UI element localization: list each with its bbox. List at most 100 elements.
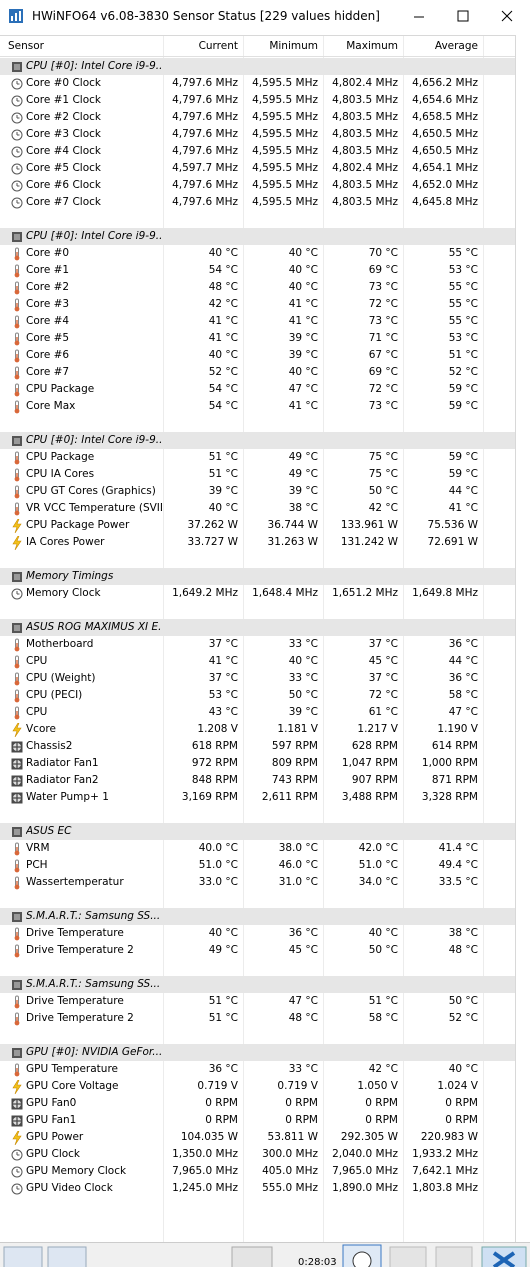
sensor-name: VRM bbox=[26, 842, 50, 854]
sensor-value: 41 °C bbox=[208, 315, 238, 327]
sensor-name: Core #0 bbox=[26, 247, 70, 259]
sensor-icon bbox=[14, 502, 20, 516]
sensor-value: 42 °C bbox=[368, 1063, 398, 1075]
sensor-icon bbox=[12, 1080, 22, 1094]
sensor-value: 39 °C bbox=[208, 485, 238, 497]
sensor-icon bbox=[11, 78, 23, 90]
sensor-value: 1,648.4 MHz bbox=[252, 587, 318, 599]
sensor-value: 40 °C bbox=[368, 927, 398, 939]
sensor-icon bbox=[11, 197, 23, 209]
sensor-value: 405.0 MHz bbox=[262, 1165, 318, 1177]
sensor-icon bbox=[11, 1115, 23, 1127]
sensor-value: 4,654.1 MHz bbox=[412, 162, 478, 174]
sensor-icon bbox=[12, 519, 22, 533]
sensor-value: 131.242 W bbox=[340, 536, 398, 548]
sensor-name: Core #4 bbox=[26, 315, 70, 327]
sensor-value: 40 °C bbox=[288, 281, 318, 293]
sensor-value: 49.4 °C bbox=[438, 859, 478, 871]
sensor-value: 53 °C bbox=[208, 689, 238, 701]
sensor-value: 39 °C bbox=[288, 706, 318, 718]
sensor-value: 51 °C bbox=[208, 451, 238, 463]
sensor-value: 69 °C bbox=[368, 366, 398, 378]
sensor-value: 45 °C bbox=[288, 944, 318, 956]
sensor-value: 51 °C bbox=[448, 349, 478, 361]
sensor-value: 51 °C bbox=[208, 468, 238, 480]
sensor-value: 52 °C bbox=[448, 366, 478, 378]
column-separator bbox=[323, 36, 324, 1242]
sensor-value: 4,595.5 MHz bbox=[252, 94, 318, 106]
sensor-icon bbox=[11, 1149, 23, 1161]
group-header bbox=[0, 619, 515, 636]
sensor-value: 73 °C bbox=[368, 315, 398, 327]
sensor-value: 809 RPM bbox=[271, 757, 318, 769]
sensor-icon bbox=[14, 451, 20, 465]
sensor-value: 39 °C bbox=[288, 485, 318, 497]
sensor-value: 4,797.6 MHz bbox=[172, 145, 238, 157]
sensor-value: 2,611 RPM bbox=[261, 791, 318, 803]
sensor-value: 58 °C bbox=[368, 1012, 398, 1024]
sensor-value: 628 RPM bbox=[351, 740, 398, 752]
sensor-name: GPU Fan0 bbox=[26, 1097, 77, 1109]
sensor-value: 0 RPM bbox=[365, 1097, 398, 1109]
sensor-name: Drive Temperature bbox=[26, 995, 124, 1007]
toolbar-time: 0:28:03 bbox=[298, 1257, 337, 1267]
sensor-value: 3,169 RPM bbox=[181, 791, 238, 803]
sensor-value: 34.0 °C bbox=[358, 876, 398, 888]
sensor-icon bbox=[14, 264, 20, 278]
sensor-value: 1,803.8 MHz bbox=[412, 1182, 478, 1194]
sensor-value: 972 RPM bbox=[191, 757, 238, 769]
sensor-value: 4,803.5 MHz bbox=[332, 128, 398, 140]
sensor-value: 4,654.6 MHz bbox=[412, 94, 478, 106]
sensor-value: 4,797.6 MHz bbox=[172, 77, 238, 89]
column-separator bbox=[163, 36, 164, 1242]
sensor-name: CPU Package bbox=[26, 451, 95, 463]
sensor-value: 38.0 °C bbox=[278, 842, 318, 854]
sensor-name: CPU GT Cores (Graphics) bbox=[26, 485, 156, 497]
sensor-value: 53.811 W bbox=[267, 1131, 318, 1143]
sensor-value: 0 RPM bbox=[445, 1097, 478, 1109]
sensor-value: 4,797.6 MHz bbox=[172, 128, 238, 140]
sensor-value: 38 °C bbox=[448, 927, 478, 939]
sensor-value: 49 °C bbox=[288, 468, 318, 480]
sensor-icon bbox=[11, 792, 23, 804]
sensor-value: 51 °C bbox=[208, 1012, 238, 1024]
sensor-name: Core Max bbox=[26, 400, 76, 412]
sensor-value: 37 °C bbox=[368, 638, 398, 650]
group-name: S.M.A.R.T.: Samsung SS... bbox=[26, 978, 161, 990]
sensor-name: Core #0 Clock bbox=[26, 77, 101, 89]
sensor-value: 292.305 W bbox=[340, 1131, 398, 1143]
sensor-name: CPU bbox=[26, 655, 48, 667]
sensor-name: Drive Temperature 2 bbox=[26, 944, 134, 956]
sensor-value: 55 °C bbox=[448, 298, 478, 310]
sensor-name: Chassis2 bbox=[26, 740, 73, 752]
sensor-value: 40 °C bbox=[208, 247, 238, 259]
sensor-value: 31.263 W bbox=[267, 536, 318, 548]
sensor-value: 4,658.5 MHz bbox=[412, 111, 478, 123]
sensor-value: 36 °C bbox=[448, 638, 478, 650]
sensor-value: 75 °C bbox=[368, 451, 398, 463]
sensor-value: 1.024 V bbox=[437, 1080, 478, 1092]
sensor-icon bbox=[11, 1183, 23, 1195]
sensor-value: 1,350.0 MHz bbox=[172, 1148, 238, 1160]
sensor-icon bbox=[14, 689, 20, 703]
sensor-name: CPU Package bbox=[26, 383, 95, 395]
window-controls[interactable] bbox=[405, 6, 530, 28]
sensor-icon bbox=[14, 366, 20, 380]
sensor-value: 42 °C bbox=[368, 502, 398, 514]
toolbar-buttons[interactable] bbox=[0, 1243, 530, 1267]
sensor-name: Core #6 bbox=[26, 349, 70, 361]
sensor-value: 33.5 °C bbox=[438, 876, 478, 888]
sensor-value: 55 °C bbox=[448, 315, 478, 327]
sensor-name: Core #7 bbox=[26, 366, 70, 378]
group-icon bbox=[12, 980, 22, 990]
sensor-value: 46.0 °C bbox=[278, 859, 318, 871]
sensor-value: 73 °C bbox=[368, 281, 398, 293]
sensor-name: Core #7 Clock bbox=[26, 196, 101, 208]
group-icon bbox=[12, 436, 22, 446]
sensor-icon bbox=[14, 927, 20, 941]
sensor-value: 40 °C bbox=[448, 1063, 478, 1075]
sensor-icon bbox=[14, 383, 20, 397]
sensor-name: Core #4 Clock bbox=[26, 145, 101, 157]
sensor-value: 41 °C bbox=[288, 315, 318, 327]
